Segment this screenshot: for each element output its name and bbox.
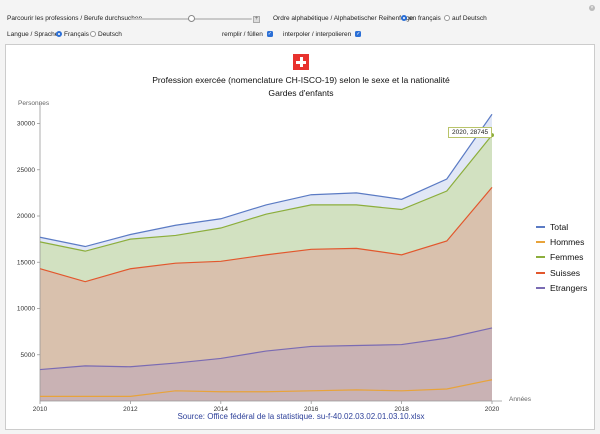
- swiss-flag-icon: [293, 54, 309, 70]
- order-option-fr-label: en français: [409, 15, 441, 22]
- legend-swatch: [536, 286, 545, 289]
- series-line-femmes: [39, 134, 493, 252]
- interp-checkbox[interactable]: interpoler / interpolieren ✓: [283, 31, 362, 38]
- chart-title: Profession exercée (nomenclature CH-ISCO…: [152, 75, 450, 85]
- browse-label: Parcourir les professions / Berufe durch…: [7, 15, 143, 22]
- y-axis-label: Personnes: [18, 100, 50, 107]
- x-tick-label: 2018: [394, 406, 409, 413]
- order-option-fr[interactable]: en français: [397, 15, 441, 22]
- series-line-total: [39, 113, 493, 248]
- legend-label: Suisses: [550, 267, 581, 278]
- interp-label: interpoler / interpolieren: [283, 31, 352, 38]
- order-label: Ordre alphabétique / Alphabetischer Reih…: [273, 15, 414, 22]
- y-tick-label: 30000: [17, 121, 35, 128]
- radio-icon[interactable]: [444, 15, 450, 22]
- x-tick-label: 2016: [304, 406, 319, 413]
- legend-label: Femmes: [550, 252, 584, 263]
- series-line-hommes: [40, 379, 493, 397]
- radio-selected-icon[interactable]: [401, 15, 407, 22]
- legend-swatch: [536, 256, 545, 259]
- x-tick-label: 2014: [214, 406, 229, 413]
- legend-swatch: [536, 271, 545, 274]
- legend-label: Hommes: [550, 236, 585, 247]
- lang-option-de-label: Deutsch: [98, 31, 122, 38]
- checkbox-checked-icon[interactable]: ✓: [355, 31, 362, 38]
- expand-icon[interactable]: +: [253, 15, 260, 23]
- language-label: Langue / Sprache: [7, 31, 59, 38]
- chart-panel: Profession exercée (nomenclature CH-ISCO…: [5, 44, 595, 430]
- legend-swatch: [536, 225, 545, 228]
- area-etrangers: [40, 327, 492, 401]
- x-tick-label: 2010: [33, 406, 48, 413]
- checkbox-checked-icon[interactable]: ✓: [266, 31, 273, 38]
- legend-item-suisses: Suisses: [536, 265, 587, 280]
- legend-label: Etrangers: [550, 282, 588, 293]
- close-icon[interactable]: ×: [589, 5, 595, 11]
- y-tick-label: 25000: [17, 167, 35, 174]
- x-tick-label: 2020: [485, 406, 500, 413]
- legend-item-femmes: Femmes: [536, 250, 587, 265]
- y-tick-label: 15000: [17, 259, 35, 266]
- legend-swatch: [536, 240, 545, 243]
- series-line-suisses: [39, 186, 493, 283]
- radio-icon[interactable]: [90, 31, 96, 38]
- chart-subtitle: Gardes d'enfants: [268, 88, 334, 98]
- chart-tooltip: 2020, 28745: [448, 127, 493, 138]
- legend-label: Total: [550, 221, 569, 232]
- legend-item-total: Total: [536, 219, 587, 234]
- profession-slider[interactable]: [130, 15, 252, 22]
- radio-selected-icon[interactable]: [56, 31, 62, 38]
- area-femmes: [40, 135, 492, 282]
- y-tick-label: 20000: [17, 213, 35, 220]
- chart-source[interactable]: Source: Office fédéral de la statistique…: [177, 412, 425, 421]
- lang-option-fr[interactable]: Français: [52, 31, 89, 38]
- legend-item-etrangers: Etrangers: [536, 280, 587, 295]
- y-tick-label: 10000: [17, 306, 35, 313]
- lang-option-de[interactable]: Deutsch: [86, 31, 122, 38]
- series-line-etrangers: [39, 327, 493, 371]
- slider-knob[interactable]: [187, 15, 195, 22]
- order-option-de-label: auf Deutsch: [452, 15, 487, 22]
- chart-plot: 5000 10000 15000 20000 25000 30000 2010 2012 201…: [17, 103, 502, 413]
- fill-checkbox[interactable]: remplir / füllen ✓: [222, 31, 273, 38]
- x-tick-label: 2012: [123, 406, 138, 413]
- area-suisses: [40, 187, 492, 370]
- order-option-de[interactable]: auf Deutsch: [440, 15, 487, 22]
- y-tick-label: 5000: [21, 352, 36, 359]
- x-axis-label: Années: [509, 396, 532, 403]
- lang-option-fr-label: Français: [64, 31, 89, 38]
- fill-label: remplir / füllen: [222, 31, 263, 38]
- legend-item-hommes: Hommes: [536, 234, 587, 249]
- chart-legend: Total Hommes Femmes Suisses Etrangers: [536, 219, 587, 295]
